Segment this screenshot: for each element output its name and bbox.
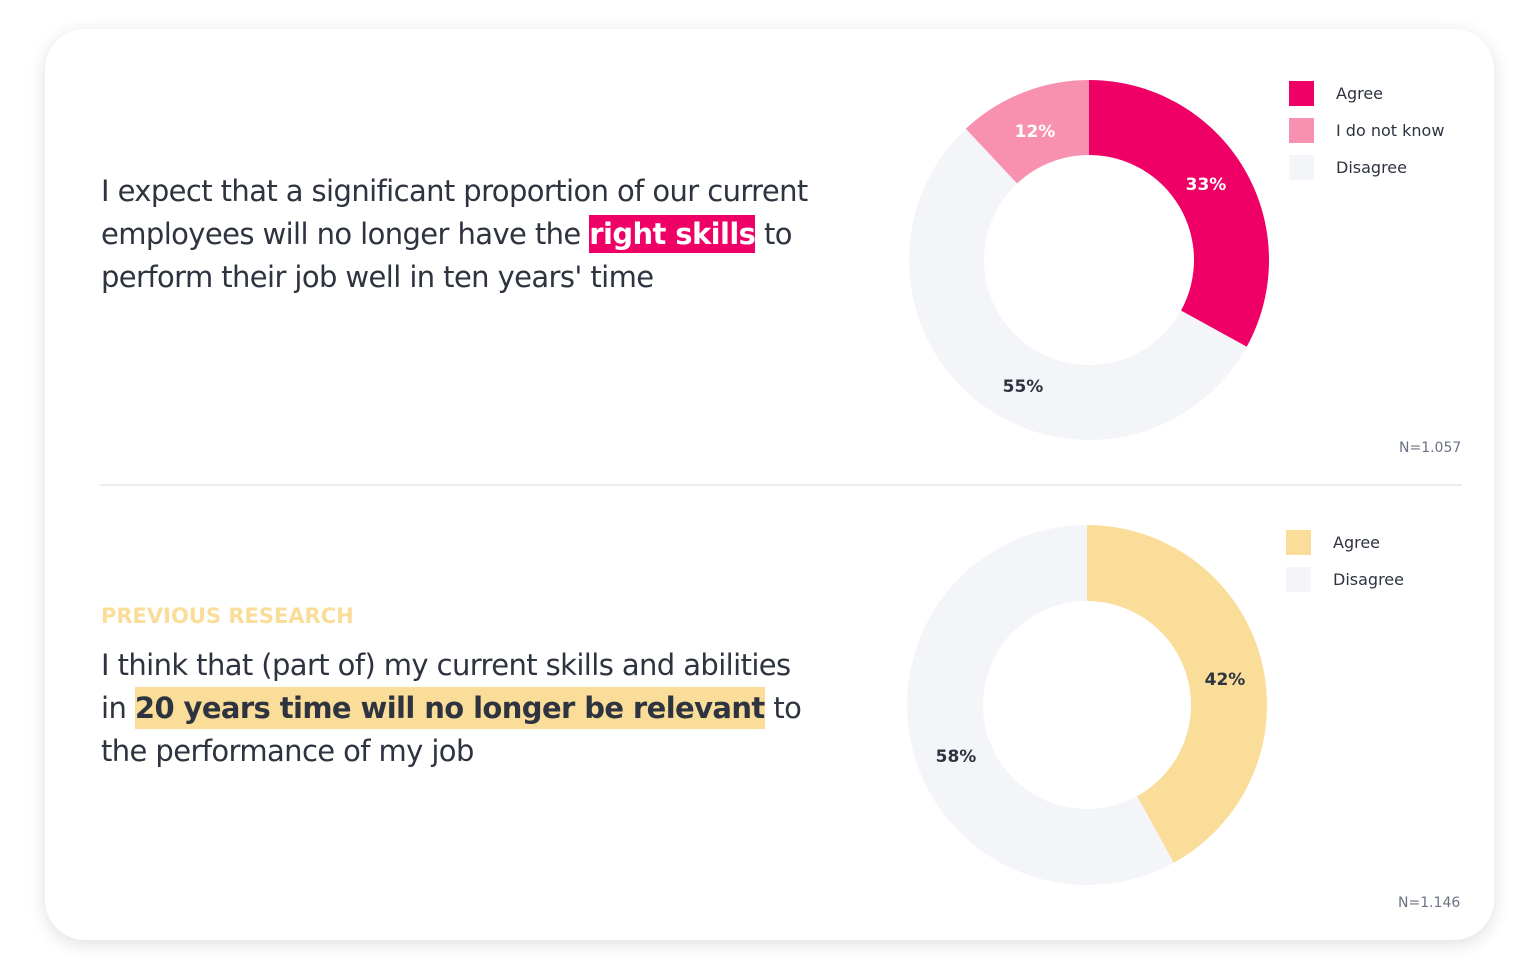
statement-2-text-after: to the performance of my job	[101, 691, 802, 768]
slice-value-label: 55%	[1003, 377, 1044, 397]
statement-2-highlight: 20 years time will no longer be relevant	[134, 687, 765, 729]
legend-label: Disagree	[1336, 158, 1407, 177]
statement-1-text-after: to perform their job well in ten years' …	[101, 217, 792, 294]
donut-slice-agree	[1087, 525, 1268, 863]
donut-chart-1: 33% 55% 12%	[909, 80, 1269, 440]
statement-2: I think that (part of) my current skills…	[101, 644, 821, 773]
legend-label: I do not know	[1336, 121, 1445, 140]
donut-slice-disagree	[907, 525, 1174, 885]
legend-1: Agree I do not know Disagree	[1289, 75, 1444, 186]
legend-swatch	[1286, 530, 1311, 555]
legend-item-disagree: Disagree	[1289, 149, 1444, 186]
legend-swatch	[1289, 155, 1314, 180]
donut-slice-disagree	[909, 128, 1247, 440]
legend-swatch	[1289, 118, 1314, 143]
section-divider	[100, 484, 1462, 486]
slice-value-label: 58%	[936, 747, 977, 767]
slice-value-label: 42%	[1205, 670, 1246, 690]
slice-value-label: 12%	[1015, 122, 1056, 142]
legend-swatch	[1286, 567, 1311, 592]
donut-chart-2: 42% 58%	[907, 525, 1268, 885]
statement-1-highlight: right skills	[589, 215, 756, 253]
legend-swatch	[1289, 81, 1314, 106]
legend-item-i-do-not-know: I do not know	[1289, 112, 1444, 149]
slice-value-label: 33%	[1186, 175, 1227, 195]
previous-research-label: PREVIOUS RESEARCH	[101, 604, 354, 628]
legend-item-agree: Agree	[1289, 75, 1444, 112]
statement-1-text-before: I expect that a significant proportion o…	[101, 174, 808, 251]
legend-label: Agree	[1336, 84, 1384, 103]
statement-2-text-before: I think that (part of) my current skills…	[101, 648, 791, 725]
sample-size-2: N=1.146	[1398, 895, 1461, 911]
legend-item-agree: Agree	[1286, 524, 1404, 561]
legend-label: Agree	[1333, 533, 1381, 552]
legend-label: Disagree	[1333, 570, 1404, 589]
donut-slice-i-do-not-know	[965, 80, 1089, 184]
legend-item-disagree: Disagree	[1286, 561, 1404, 598]
legend-2: Agree Disagree	[1286, 524, 1404, 598]
sample-size-1: N=1.057	[1399, 440, 1462, 456]
statement-1: I expect that a significant proportion o…	[101, 170, 821, 299]
donut-slice-agree	[1089, 80, 1269, 347]
